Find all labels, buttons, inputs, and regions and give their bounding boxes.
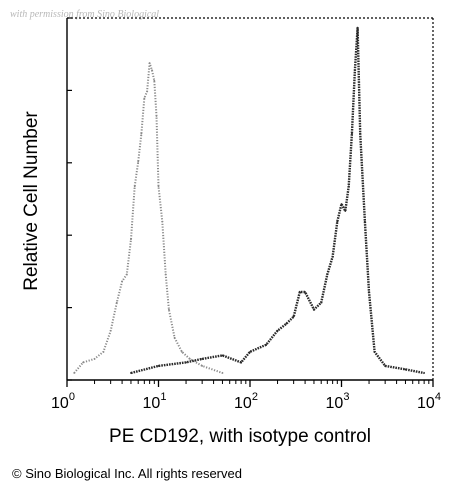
data-point (347, 185, 350, 188)
data-point (180, 350, 183, 353)
data-point (73, 372, 76, 374)
data-point (221, 372, 224, 374)
data-point (304, 291, 306, 293)
x-tick-label: 104 (417, 391, 441, 412)
data-point (130, 372, 132, 374)
data-point (201, 365, 204, 367)
data-point (331, 255, 334, 258)
data-point (285, 322, 288, 325)
x-axis-title: PE CD192, with isotype control (109, 426, 371, 447)
data-point (102, 350, 105, 353)
copyright-text: © Sino Biological Inc. All rights reserv… (12, 466, 242, 481)
watermark-text: with permission from Sino Biological (10, 9, 160, 20)
data-point (157, 365, 160, 367)
x-tick-label: 100 (51, 391, 75, 412)
y-axis-title: Relative Cell Number (21, 111, 42, 291)
data-point (292, 315, 295, 318)
data-point (340, 203, 343, 205)
x-tick-label: 103 (326, 391, 350, 412)
data-point (353, 69, 356, 72)
data-point (326, 273, 329, 276)
data-point (140, 132, 143, 135)
data-point (351, 132, 353, 135)
data-point (298, 291, 301, 293)
data-point (161, 220, 164, 223)
data-point (359, 132, 362, 135)
x-tick-label: 101 (143, 391, 167, 412)
data-point (201, 357, 204, 360)
data-point (151, 69, 153, 72)
data-point (185, 361, 187, 364)
data-point (130, 238, 132, 241)
labels-layer: 100 101 102 103 104 (51, 391, 441, 412)
data-point (168, 308, 170, 311)
data-point (240, 361, 243, 364)
data-point (155, 115, 158, 117)
data-point (115, 301, 118, 304)
data-point (93, 357, 96, 360)
axes-layer (66, 17, 434, 387)
data-point (363, 220, 366, 223)
series-line (130, 26, 425, 375)
data-point (368, 291, 370, 293)
data-point (265, 343, 268, 346)
data-point (249, 350, 251, 353)
histogram-chart: 100 101 102 103 104 PE CD192, with isotype c… (21, 17, 441, 447)
data-point (188, 357, 191, 360)
series-layer (73, 26, 426, 375)
data-point (173, 336, 176, 339)
data-point (356, 27, 359, 29)
data-point (164, 273, 167, 276)
data-point (137, 160, 140, 163)
data-point (344, 210, 347, 212)
data-point (423, 372, 426, 374)
data-point (125, 273, 128, 276)
data-point (153, 79, 156, 82)
data-point (384, 365, 387, 367)
data-point (336, 220, 339, 223)
data-point (313, 308, 315, 311)
data-point (404, 368, 407, 371)
data-point (121, 280, 123, 283)
data-point (276, 329, 279, 332)
series-line (73, 62, 223, 374)
data-point (146, 90, 148, 93)
data-point (148, 62, 151, 65)
data-point (143, 97, 146, 100)
data-point (133, 185, 136, 188)
x-tick-label: 102 (234, 391, 258, 412)
data-point (221, 354, 224, 357)
data-point (320, 301, 323, 304)
data-point (82, 361, 85, 364)
data-point (373, 350, 376, 353)
data-point (157, 185, 160, 188)
data-point (109, 329, 112, 332)
